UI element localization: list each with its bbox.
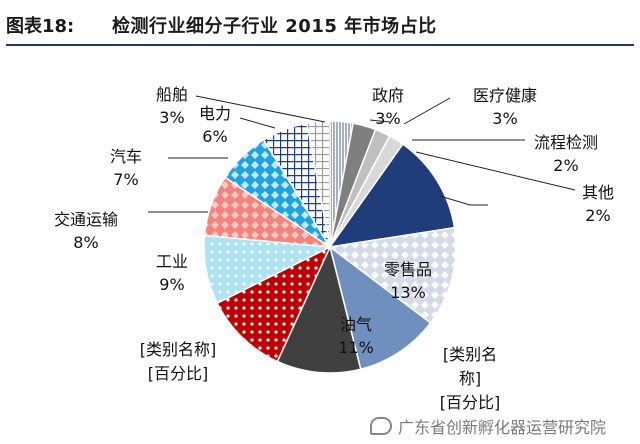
pie-slice-零售品 bbox=[328, 226, 457, 324]
slice-value-label: 3% bbox=[492, 109, 517, 128]
chart-title: 检测行业细分子行业 2015 年市场占比 bbox=[112, 16, 437, 37]
pie-slice-船舶 bbox=[305, 120, 331, 248]
figure-number: 图表18: bbox=[6, 16, 75, 37]
watermark-text: 广东省创新孵化器运营研究院 bbox=[398, 418, 607, 437]
slice-value-label: 13% bbox=[390, 283, 426, 302]
slice-value-label: 3% bbox=[375, 109, 400, 128]
leader-line bbox=[239, 117, 276, 129]
slice-labels: 政府3%医疗健康3%流程检测2%其他2%零售品13%油气11%工业9%交通运输8… bbox=[54, 85, 614, 412]
slice-value-label: 9% bbox=[159, 275, 184, 294]
slice-name-label: 交通运输 bbox=[54, 210, 118, 229]
slice-name-label: 船舶 bbox=[156, 85, 188, 104]
slice-name-label: 政府 bbox=[372, 86, 404, 105]
slice-value-label: 8% bbox=[73, 233, 98, 252]
slice-name-label: 电力 bbox=[199, 104, 231, 123]
leader-line bbox=[195, 95, 326, 123]
slice-value-label: 7% bbox=[113, 170, 138, 189]
chat-bubble-icon bbox=[370, 417, 392, 435]
slice-value-label: 6% bbox=[202, 127, 227, 146]
slice-value-label: 2% bbox=[585, 206, 610, 225]
placeholder-name-label: [类别名称] bbox=[140, 340, 217, 359]
slice-name-label: 流程检测 bbox=[534, 133, 598, 152]
slice-value-label: 3% bbox=[159, 108, 184, 127]
slice-name-label: 工业 bbox=[156, 252, 188, 271]
leader-lines bbox=[148, 95, 576, 213]
slice-name-label: 油气 bbox=[340, 315, 372, 334]
pie-slice-unlabeled-8 bbox=[216, 245, 332, 363]
pie-slice-油气 bbox=[328, 245, 432, 371]
leader-line bbox=[403, 97, 451, 125]
placeholder-value-label: [百分比] bbox=[440, 393, 501, 412]
leader-line bbox=[369, 119, 391, 123]
pie-slice-unlabeled-7 bbox=[276, 244, 362, 374]
pie-slice-unlabeled-4 bbox=[328, 143, 456, 249]
figure-header: 图表18: 检测行业细分子行业 2015 年市场占比 bbox=[0, 0, 640, 48]
placeholder-name-label: 称] bbox=[459, 369, 481, 388]
placeholder-name-label: [类别名 bbox=[443, 345, 497, 364]
placeholder-value-label: [百分比] bbox=[148, 364, 209, 383]
leader-line bbox=[439, 195, 488, 206]
leader-line bbox=[415, 151, 576, 191]
slice-name-label: 零售品 bbox=[384, 260, 432, 279]
slice-name-label: 其他 bbox=[582, 183, 614, 202]
watermark: 广东省创新孵化器运营研究院 bbox=[370, 414, 606, 438]
header-rule bbox=[6, 44, 634, 46]
slice-name-label: 汽车 bbox=[110, 147, 142, 166]
slice-name-label: 医疗健康 bbox=[473, 86, 537, 105]
pie-slices bbox=[203, 120, 457, 374]
slice-value-label: 2% bbox=[553, 156, 578, 175]
slice-value-label: 11% bbox=[338, 338, 374, 357]
